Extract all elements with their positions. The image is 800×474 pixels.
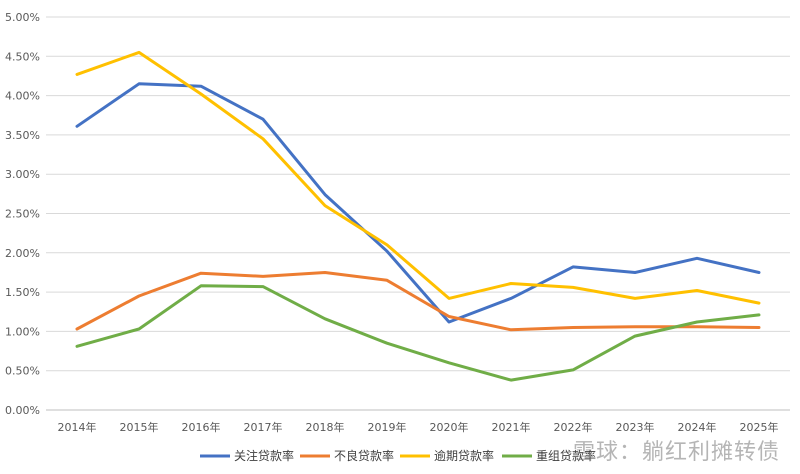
series-line — [75, 271, 761, 332]
legend-label: 逾期贷款率 — [434, 448, 494, 463]
y-tick-label: 1.50% — [5, 286, 40, 299]
y-tick-label: 3.00% — [5, 168, 40, 181]
series-line — [75, 82, 761, 324]
y-tick-label: 2.00% — [5, 247, 40, 260]
series-lines — [75, 50, 761, 382]
x-tick-label: 2015年 — [120, 420, 159, 434]
x-tick-label: 2018年 — [306, 420, 345, 434]
y-tick-label: 2.50% — [5, 208, 40, 221]
series-line — [75, 50, 761, 305]
x-tick-label: 2016年 — [182, 420, 221, 434]
legend-label: 重组贷款率 — [536, 448, 596, 463]
x-axis-tick-labels: 2014年 2015年 2016年 2017年 2018年 2019年 2020年 2021年… — [58, 420, 779, 434]
y-axis-tick-labels: 0.00% 0.50% 1.00% 1.50% 2.00% 2.50% 3.00% 3.50%… — [5, 11, 40, 417]
y-tick-label: 3.50% — [5, 129, 40, 142]
x-tick-label: 2025年 — [740, 420, 779, 434]
x-tick-label: 2020年 — [430, 420, 469, 434]
x-tick-label: 2017年 — [244, 420, 283, 434]
x-tick-label: 2023年 — [616, 420, 655, 434]
x-tick-label: 2019年 — [368, 420, 407, 434]
y-tick-label: 1.00% — [5, 325, 40, 338]
x-tick-label: 2014年 — [58, 420, 97, 434]
y-tick-label: 5.00% — [5, 11, 40, 24]
x-tick-label: 2024年 — [678, 420, 717, 434]
gridlines — [46, 16, 790, 411]
watermark: 雪球：躺红利摊转债 — [572, 440, 780, 465]
legend-label: 不良贷款率 — [334, 448, 394, 463]
y-tick-label: 4.50% — [5, 50, 40, 63]
y-tick-label: 0.50% — [5, 365, 40, 378]
series-line — [75, 284, 761, 382]
legend-label: 关注贷款率 — [234, 448, 294, 463]
y-tick-label: 4.00% — [5, 90, 40, 103]
x-tick-label: 2021年 — [492, 420, 531, 434]
y-tick-label: 0.00% — [5, 404, 40, 417]
legend: 关注贷款率 不良贷款率 逾期贷款率 重组贷款率 — [200, 448, 596, 463]
x-tick-label: 2022年 — [554, 420, 593, 434]
